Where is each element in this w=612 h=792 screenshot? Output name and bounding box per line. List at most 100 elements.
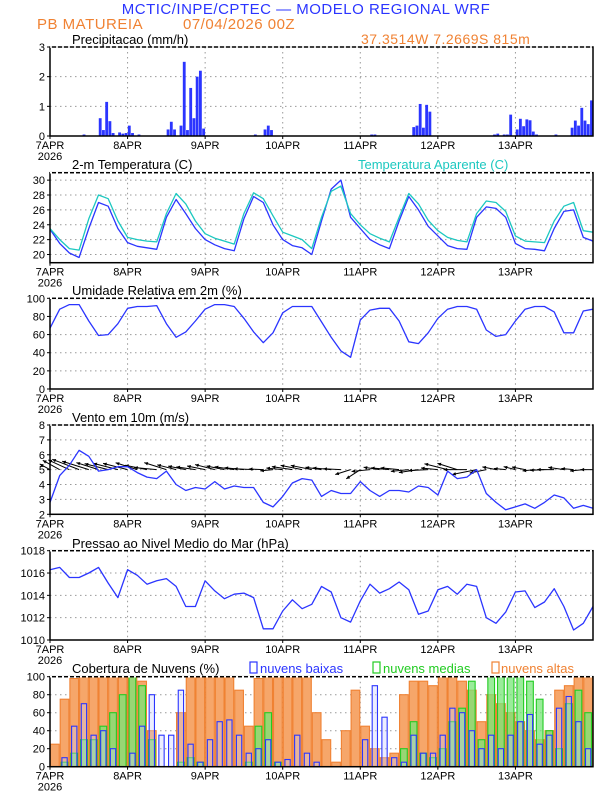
wind-vector [52, 458, 80, 471]
cloud-bar-low [361, 739, 369, 768]
cloud-bar-high [59, 698, 70, 768]
x-tick-label: 8APR [113, 393, 142, 405]
wind-vector-head [115, 462, 120, 466]
cloud-bar-low [468, 730, 475, 768]
wind-vector-head [84, 462, 89, 467]
precip-bar [131, 133, 134, 136]
legend-high-clouds: nuvens altas [501, 661, 574, 676]
cloud-bar-low [255, 748, 262, 768]
x-tick-label: 12APR [420, 393, 455, 405]
x-year-label: 2026 [38, 404, 62, 416]
cloud-bar-high [49, 743, 60, 768]
cloud-bar-low [138, 725, 146, 768]
precip-bar [515, 129, 519, 136]
wind-vector [134, 466, 157, 471]
y-tick-label: 5 [39, 465, 45, 477]
precip-bar [118, 132, 122, 136]
precip-bar [102, 130, 105, 136]
wind-vector-head [548, 466, 553, 470]
precip-bar [263, 129, 267, 136]
cloud-bar-low [90, 734, 97, 768]
rh-title: Umidade Relativa em 2m (%) [72, 283, 242, 298]
precip-bar [577, 125, 580, 136]
x-tick-label: 10APR [265, 771, 300, 783]
wind-vector-head [76, 462, 81, 466]
y-tick-label: 24 [33, 220, 45, 232]
x-year-label: 2026 [38, 278, 62, 290]
wind-vector-head [363, 466, 368, 470]
x-tick-label: 8APR [113, 140, 142, 152]
precip-bar [98, 118, 102, 136]
x-tick-label: 11APR [343, 644, 377, 656]
y-tick-label: 7 [39, 435, 45, 447]
y-tick-label: 22 [33, 235, 45, 247]
y-tick-label: 3 [39, 42, 45, 54]
wind-vector-head [280, 464, 285, 468]
wind-vector [424, 463, 448, 471]
x-tick-label: 9APR [191, 518, 220, 530]
pres-series-line-0 [49, 566, 594, 631]
precip-bar [425, 104, 429, 136]
wind-vector-head [351, 469, 356, 473]
wind-vector-head [398, 470, 403, 474]
precip-bar [525, 119, 529, 136]
cloud-bar-low [507, 734, 514, 768]
wind-vector-head [305, 466, 310, 470]
precip-bar [421, 127, 425, 136]
y-tick-label: 1016 [21, 568, 45, 580]
cloud-legend: nuvens baixas nuvens medias nuvens altas [249, 661, 574, 676]
wind-vector-head [437, 462, 442, 467]
y-tick-label: 60 [33, 330, 45, 342]
wind-vector-head [511, 466, 516, 470]
wind-vector [62, 460, 89, 471]
wind-vector [452, 469, 477, 476]
wind-vector-head [134, 466, 138, 470]
cloud-bar-low [206, 739, 214, 768]
legend-swatch-high [491, 661, 500, 674]
y-tick-label: 1018 [21, 546, 45, 558]
y-tick-label: 8 [39, 420, 45, 432]
rh-plot-frame [49, 297, 594, 390]
cloud-bar-low [517, 721, 524, 768]
x-tick-label: 8APR [113, 644, 142, 656]
temp-title: 2-m Temperatura (C) [72, 157, 192, 172]
wind-vector-head [62, 460, 67, 464]
cloud-bar-low [129, 752, 136, 768]
precip-bar [202, 128, 206, 136]
y-tick-label: 2 [39, 509, 45, 521]
y-tick-label: 1 [39, 101, 45, 113]
precip-bar [186, 130, 189, 136]
x-tick-label: 9APR [191, 771, 220, 783]
precip-bar [496, 133, 500, 136]
wind-vector-head [408, 468, 413, 473]
cloud-bar-low [226, 719, 233, 768]
precip-bar [179, 125, 183, 136]
cloud-bar-low [61, 757, 68, 768]
precip-bar [127, 125, 131, 136]
wind-vector [102, 462, 128, 471]
cloud-bar-low [526, 713, 534, 768]
x-tick-label: 12APR [420, 771, 455, 783]
wind-vector-head [260, 468, 264, 473]
x-tick-label: 13APR [498, 140, 533, 152]
y-tick-label: 1014 [21, 590, 45, 602]
wind-vector-head [195, 463, 199, 468]
x-tick-label: 10APR [265, 644, 300, 656]
wind-vector-head [176, 465, 181, 470]
cloud-bar-high [340, 730, 351, 768]
x-tick-label: 13APR [498, 393, 533, 405]
wind-vector-head [530, 468, 534, 472]
cloud-bar-low [381, 716, 388, 768]
y-tick-label: 30 [33, 175, 45, 187]
precip-bar [124, 133, 128, 136]
wind-vector-head [144, 462, 149, 466]
wind-vector [84, 463, 109, 471]
x-tick-label: 9APR [191, 140, 220, 152]
cloud-panel: 0 20 40 60 80 100 7APR 8APR 9APR 10APR 11APR 12APR 1… [27, 672, 594, 792]
precip-bar [522, 126, 526, 136]
cloud-bar-low [245, 752, 252, 768]
wind-vector-head [214, 465, 219, 470]
precip-bar [428, 111, 432, 136]
